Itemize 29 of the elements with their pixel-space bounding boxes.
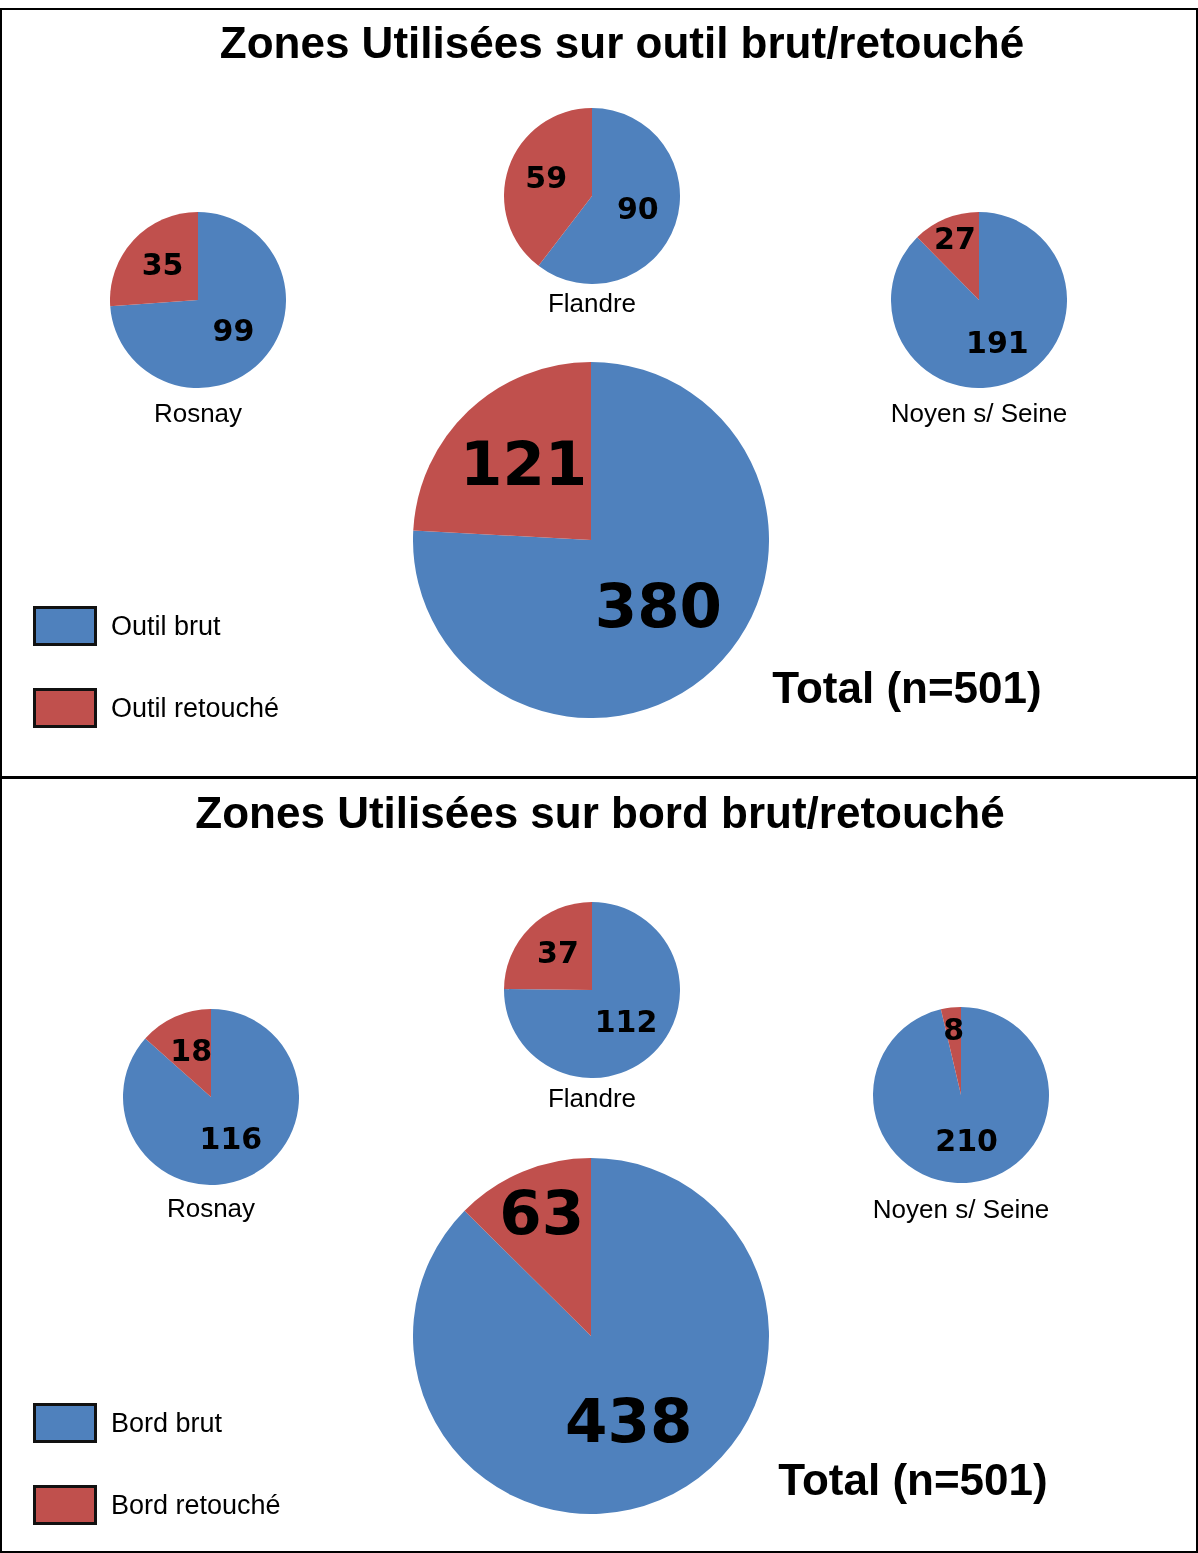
text: Total (n=501) [772,663,1042,713]
legend-label: Bord brut [111,1407,223,1439]
data-label: 59 [525,160,568,196]
data-label: 116 [199,1120,263,1156]
chart-title: Zones Utilisées sur outil brut/retouché [219,18,1025,68]
legend-label: Outil brut [111,610,221,642]
text: Flandre [547,1083,637,1114]
data-label: 27 [934,221,976,257]
data-label: 99 [212,312,255,348]
text: Flandre [547,288,637,319]
legend-label: Outil retouché [111,692,280,724]
data-label: 191 [966,324,1029,360]
data-label: 438 [565,1385,693,1457]
chart-title: Zones Utilisées sur bord brut/retouché [195,788,1005,838]
data-label: 112 [594,1004,658,1040]
text: Noyen s/ Seine [890,398,1068,429]
data-label: 63 [499,1176,585,1248]
data-label: 210 [935,1122,998,1158]
text: Noyen s/ Seine [872,1194,1050,1225]
data-label: 18 [170,1032,213,1068]
data-label: 380 [594,569,723,641]
text: Rosnay [166,1193,256,1224]
text: Total (n=501) [778,1455,1048,1505]
data-label: 90 [616,191,659,227]
data-label: 37 [537,935,579,971]
text: Rosnay [153,398,243,429]
legend-label: Bord retouché [111,1489,281,1521]
data-label: 121 [459,427,588,499]
data-label: 35 [141,246,184,282]
